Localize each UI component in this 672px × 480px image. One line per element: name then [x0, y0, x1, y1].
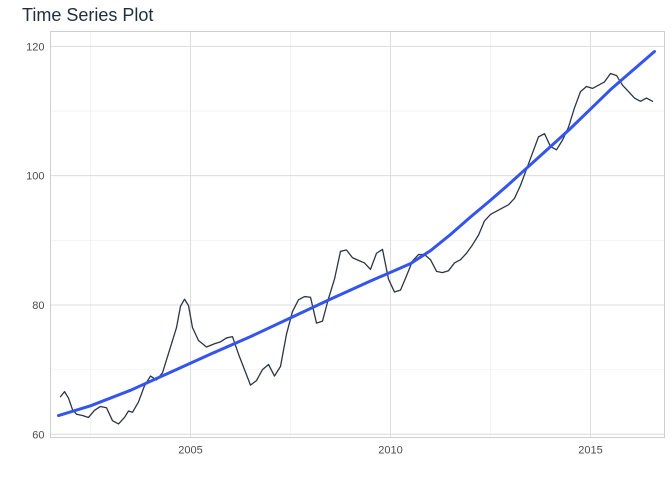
series-layer	[57, 50, 656, 425]
grid-lines	[50, 31, 665, 438]
series-line	[59, 72, 654, 425]
y-tick-label: 120	[26, 41, 44, 53]
y-tick-label: 100	[26, 171, 44, 183]
x-tick-label: 2005	[178, 445, 202, 457]
chart-title: Time Series Plot	[22, 5, 154, 25]
y-axis-tick-labels: 60 80 100 120	[26, 41, 44, 441]
x-axis-tick-labels: 2005 2010 2015	[178, 445, 602, 457]
y-tick-label: 80	[32, 300, 44, 312]
y-tick-label: 60	[32, 429, 44, 441]
x-tick-label: 2010	[378, 445, 402, 457]
plot-border	[50, 31, 665, 438]
trend-line	[57, 50, 656, 418]
x-tick-label: 2015	[578, 445, 602, 457]
